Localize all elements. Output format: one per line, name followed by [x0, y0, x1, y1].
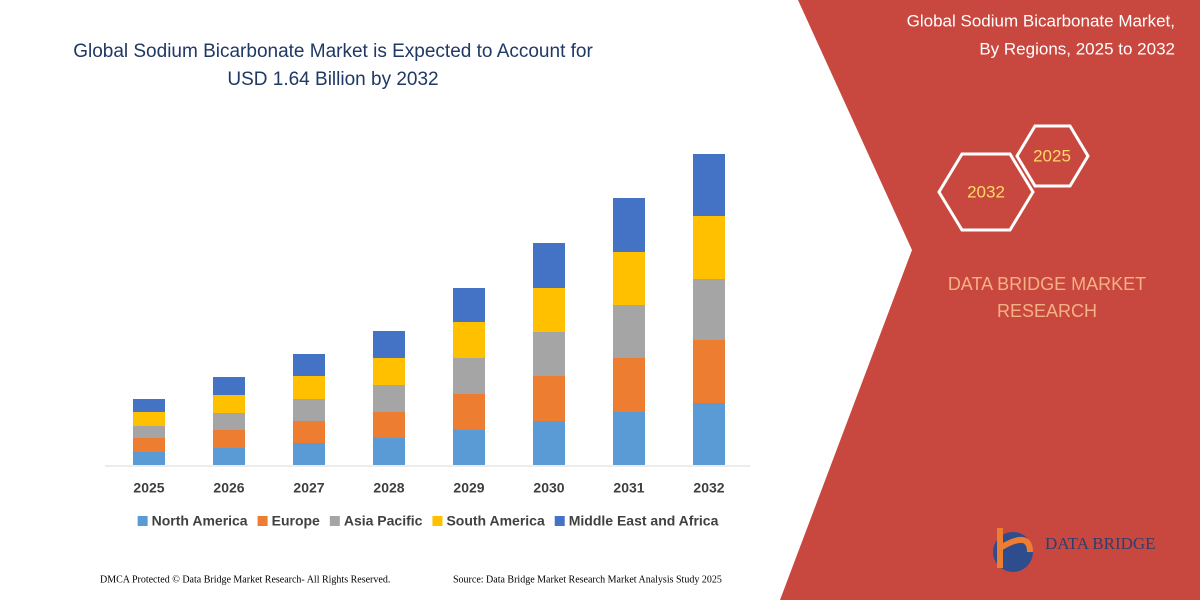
bar-segment	[453, 288, 485, 322]
bar-segment	[613, 198, 645, 252]
bar-segment	[533, 332, 565, 376]
bar-segment	[213, 430, 245, 448]
panel-title: Global Sodium Bicarbonate Market,	[907, 11, 1175, 30]
bar-segment	[133, 426, 165, 438]
bar-segment	[293, 354, 325, 376]
legend-label: North America	[152, 513, 248, 529]
bar-segment	[533, 421, 565, 465]
bar-segment	[533, 376, 565, 421]
hexagon-label: 2032	[967, 182, 1005, 201]
legend-swatch	[329, 516, 340, 526]
hexagon	[937, 152, 1035, 232]
bar-segment	[613, 305, 645, 358]
bar-segment	[293, 399, 325, 421]
bar-segment	[293, 443, 325, 465]
logo-text: DATA BRIDGE	[1045, 534, 1156, 553]
bar-segment	[373, 412, 405, 438]
bar-segment	[693, 154, 725, 216]
hexagon	[1015, 124, 1090, 188]
bar-segment	[373, 385, 405, 412]
bar-segment	[453, 430, 485, 465]
bar-segment	[213, 413, 245, 430]
legend-label: Middle East and Africa	[569, 513, 719, 529]
legend-swatch	[432, 516, 443, 526]
legend-swatch	[554, 516, 565, 526]
x-tick-label: 2025	[133, 480, 164, 496]
legend: North America Europe Asia Pacific South Ame…	[137, 513, 719, 529]
bar-segment	[613, 358, 645, 412]
bar-segment	[293, 421, 325, 443]
legend-label: Europe	[272, 513, 320, 529]
legend-swatch	[137, 516, 148, 526]
bar-segment	[133, 452, 165, 465]
panel-title: By Regions, 2025 to 2032	[979, 39, 1175, 58]
bar-segment	[453, 358, 485, 394]
bar-segment	[213, 377, 245, 395]
brand-text: DATA BRIDGE MARKET	[948, 274, 1146, 294]
bar-segment	[453, 322, 485, 358]
bar-segment	[293, 376, 325, 399]
logo-icon	[997, 528, 1033, 568]
bar-segment	[613, 252, 645, 305]
chart-title: USD 1.64 Billion by 2032	[227, 69, 438, 90]
bar-segment	[533, 243, 565, 288]
legend-label: South America	[446, 513, 544, 529]
x-tick-label: 2029	[453, 480, 484, 496]
bar-segment	[373, 331, 405, 358]
red-panel	[780, 0, 1200, 600]
x-tick-label: 2026	[213, 480, 244, 496]
x-tick-label: 2032	[693, 480, 724, 496]
brand-text: RESEARCH	[997, 301, 1097, 321]
bar-segment	[693, 340, 725, 403]
bar-segment	[373, 358, 405, 385]
legend-swatch	[257, 516, 268, 526]
chart-title: Global Sodium Bicarbonate Market is Expe…	[73, 41, 593, 62]
bar-segment	[133, 412, 165, 426]
x-tick-label: 2028	[373, 480, 404, 496]
bar-segment	[213, 395, 245, 413]
legend-label: Asia Pacific	[344, 513, 423, 529]
hexagon-label: 2025	[1033, 146, 1071, 165]
x-tick-label: 2027	[293, 480, 324, 496]
x-tick-label: 2030	[533, 480, 564, 496]
bar-segment	[693, 216, 725, 279]
bar-segment	[453, 394, 485, 430]
footer-text: Source: Data Bridge Market Research Mark…	[453, 574, 722, 585]
bar-segment	[213, 448, 245, 465]
bar-segment	[133, 399, 165, 412]
bar-segment	[373, 438, 405, 465]
bar-segment	[533, 288, 565, 332]
bar-segment	[693, 279, 725, 340]
x-tick-label: 2031	[613, 480, 644, 496]
bar-segment	[693, 403, 725, 465]
bar-segment	[613, 412, 645, 465]
footer-text: DMCA Protected © Data Bridge Market Rese…	[100, 574, 390, 585]
bar-segment	[133, 438, 165, 452]
